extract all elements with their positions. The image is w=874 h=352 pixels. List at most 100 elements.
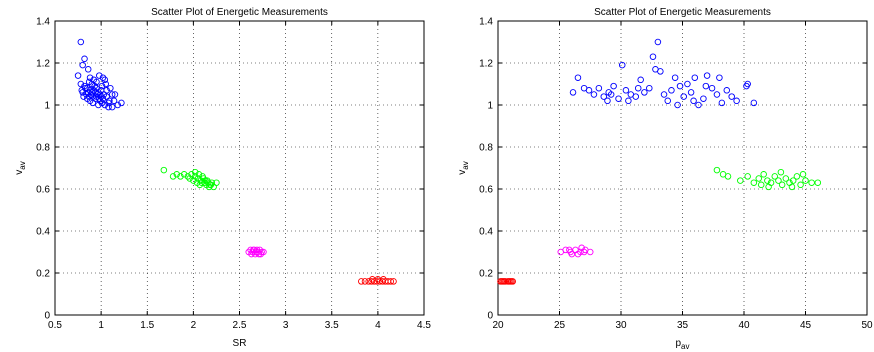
data-point bbox=[257, 250, 264, 258]
series-0 bbox=[569, 38, 758, 109]
x-tick-label: 2.5 bbox=[233, 320, 247, 331]
data-point bbox=[789, 177, 797, 184]
data-point bbox=[708, 84, 716, 92]
y-tick-label: 0.8 bbox=[479, 143, 493, 154]
data-point bbox=[610, 82, 617, 90]
data-point bbox=[684, 80, 691, 88]
x-axis-label: SR bbox=[233, 338, 247, 349]
data-point bbox=[569, 89, 577, 96]
scatter-panel-right: 20 25 30 35 40 45 50 0 0.2 0.4 0.6 0.8 1 1.2 1.4 Scatte… bbox=[457, 7, 873, 351]
data-point bbox=[191, 173, 199, 180]
data-point bbox=[744, 173, 751, 180]
data-point bbox=[664, 97, 671, 105]
data-point bbox=[750, 99, 758, 107]
data-point bbox=[724, 173, 732, 180]
data-point bbox=[195, 171, 203, 178]
data-point bbox=[618, 61, 626, 69]
data-point bbox=[80, 93, 87, 100]
data-point bbox=[498, 278, 505, 285]
data-point bbox=[95, 101, 102, 109]
x-tick-label: 30 bbox=[615, 320, 627, 331]
y-tick-label: 0.6 bbox=[36, 185, 50, 196]
data-point bbox=[99, 74, 107, 81]
data-point bbox=[657, 68, 664, 75]
data-point bbox=[200, 175, 207, 182]
data-point bbox=[771, 173, 779, 180]
data-point bbox=[86, 74, 94, 81]
data-point bbox=[248, 250, 255, 258]
y-tick-label: 0 bbox=[487, 311, 493, 322]
data-point bbox=[190, 177, 197, 184]
data-point bbox=[728, 93, 735, 100]
x-tick-label: 4 bbox=[375, 320, 381, 331]
data-point bbox=[637, 76, 644, 84]
data-point bbox=[380, 276, 387, 283]
data-point bbox=[718, 99, 726, 107]
x-tick-label: 1.5 bbox=[140, 320, 154, 331]
data-point bbox=[632, 93, 640, 100]
data-point bbox=[764, 177, 771, 184]
data-point bbox=[188, 171, 195, 178]
data-point bbox=[79, 61, 86, 69]
data-point bbox=[691, 74, 699, 81]
data-point bbox=[585, 87, 593, 94]
data-point bbox=[84, 66, 92, 73]
data-point bbox=[778, 181, 786, 189]
series-1 bbox=[713, 166, 822, 191]
y-tick-label: 1.2 bbox=[479, 59, 493, 70]
data-point bbox=[118, 99, 125, 107]
data-point bbox=[641, 89, 648, 96]
series-3 bbox=[497, 278, 517, 285]
y-tick-label: 0.2 bbox=[36, 269, 50, 280]
data-point bbox=[108, 91, 116, 98]
y-axis-label: vav bbox=[457, 161, 470, 174]
axes-frame bbox=[497, 20, 868, 316]
data-point bbox=[256, 246, 264, 254]
data-point bbox=[77, 80, 85, 88]
series-2 bbox=[245, 246, 267, 258]
data-point bbox=[93, 78, 100, 86]
data-point bbox=[703, 72, 711, 79]
data-point bbox=[85, 78, 93, 86]
data-point bbox=[105, 99, 112, 107]
data-point bbox=[96, 72, 103, 79]
data-point bbox=[615, 95, 622, 102]
data-point bbox=[797, 181, 804, 189]
y-tick-label: 1 bbox=[487, 101, 493, 112]
data-point bbox=[587, 248, 594, 256]
data-point bbox=[105, 103, 112, 111]
data-point bbox=[750, 179, 758, 186]
data-point bbox=[775, 177, 782, 184]
series-2 bbox=[557, 244, 594, 258]
x-tick-label: 1 bbox=[98, 320, 104, 331]
data-point bbox=[77, 38, 85, 46]
y-tick-label: 0.4 bbox=[36, 227, 50, 238]
data-point bbox=[788, 183, 796, 191]
data-point bbox=[695, 101, 702, 109]
data-point bbox=[180, 171, 188, 178]
data-point bbox=[103, 87, 110, 94]
data-point bbox=[390, 278, 397, 285]
data-point bbox=[716, 74, 723, 81]
data-point bbox=[191, 168, 199, 176]
y-axis-label: vav bbox=[14, 161, 27, 174]
data-point bbox=[687, 89, 695, 96]
chart-title: Scatter Plot of Energetic Measurements bbox=[151, 7, 328, 18]
data-point bbox=[782, 175, 790, 182]
data-point bbox=[654, 38, 662, 46]
data-point bbox=[108, 103, 116, 111]
series-0 bbox=[74, 38, 125, 111]
data-point bbox=[78, 87, 86, 94]
data-point bbox=[777, 168, 785, 176]
data-point bbox=[646, 84, 653, 92]
data-point bbox=[604, 97, 611, 105]
data-point bbox=[622, 87, 630, 94]
data-point bbox=[500, 278, 508, 285]
x-tick-label: 40 bbox=[738, 320, 750, 331]
data-point bbox=[110, 97, 118, 105]
data-point bbox=[590, 91, 598, 98]
data-point bbox=[253, 246, 261, 254]
x-tick-label: 4.5 bbox=[417, 320, 431, 331]
y-tick-label: 1.4 bbox=[36, 17, 50, 28]
data-point bbox=[595, 84, 603, 92]
